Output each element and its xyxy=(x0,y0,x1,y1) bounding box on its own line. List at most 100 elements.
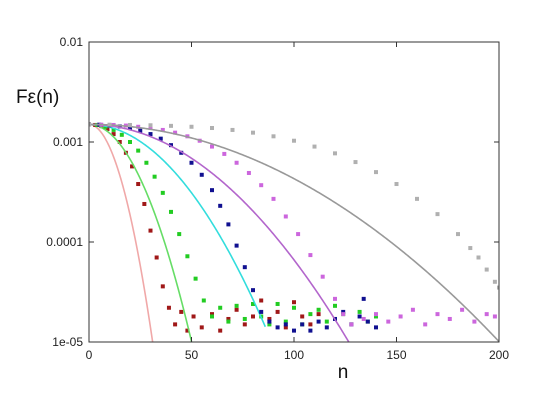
data-point xyxy=(246,170,251,175)
data-point xyxy=(251,301,255,306)
data-point xyxy=(361,296,366,301)
data-point xyxy=(185,254,190,259)
series-4-fit-line xyxy=(89,123,350,342)
data-point xyxy=(435,312,440,317)
x-tick-label: 0 xyxy=(86,348,93,362)
data-point xyxy=(435,212,440,217)
data-point xyxy=(492,279,497,284)
data-point xyxy=(324,319,329,324)
data-point xyxy=(148,132,153,137)
data-point xyxy=(189,160,194,165)
data-point xyxy=(193,276,198,281)
data-point xyxy=(222,151,227,156)
data-point xyxy=(179,309,184,314)
data-point xyxy=(410,307,415,312)
data-point xyxy=(142,201,147,206)
data-point xyxy=(316,312,321,317)
data-point xyxy=(386,319,391,324)
data-point xyxy=(484,267,489,272)
data-point xyxy=(226,319,231,324)
data-point xyxy=(169,209,173,214)
data-point xyxy=(226,316,231,321)
data-point xyxy=(148,126,153,131)
data-point xyxy=(199,172,204,177)
data-point xyxy=(189,124,194,129)
y-tick-label: 0.0001 xyxy=(46,235,83,249)
data-point xyxy=(218,305,223,310)
data-point xyxy=(468,246,473,251)
data-point xyxy=(398,314,403,319)
data-point xyxy=(218,328,223,333)
data-point xyxy=(226,222,231,227)
data-point xyxy=(191,314,196,319)
data-point xyxy=(271,196,276,201)
data-point xyxy=(259,298,264,303)
data-point xyxy=(267,322,272,327)
data-point xyxy=(374,325,378,330)
x-tick-label: 100 xyxy=(284,348,304,362)
data-point xyxy=(283,319,288,324)
data-point xyxy=(210,126,214,131)
data-point xyxy=(476,255,481,260)
data-point xyxy=(242,322,247,327)
data-point xyxy=(259,309,264,314)
series-1 xyxy=(89,122,321,342)
data-point xyxy=(210,188,214,193)
data-point xyxy=(472,319,477,324)
data-point xyxy=(173,322,178,327)
data-point xyxy=(283,322,288,327)
data-point xyxy=(394,182,399,187)
data-point xyxy=(300,322,305,327)
data-point xyxy=(130,164,135,169)
data-point xyxy=(234,243,239,248)
data-point xyxy=(497,285,499,290)
x-tick-label: 200 xyxy=(489,348,509,362)
data-point xyxy=(341,312,346,317)
data-point xyxy=(374,314,378,319)
plot-area xyxy=(89,42,499,342)
data-point xyxy=(169,143,173,148)
data-point xyxy=(271,134,276,139)
y-tick-label: 0.01 xyxy=(60,35,84,49)
data-point xyxy=(185,328,190,333)
data-point xyxy=(361,316,366,321)
data-point xyxy=(275,309,280,314)
data-point xyxy=(218,203,223,208)
data-point xyxy=(447,316,452,321)
data-point xyxy=(308,312,313,317)
data-point xyxy=(308,322,313,327)
data-point xyxy=(177,232,182,237)
data-point xyxy=(300,314,305,319)
data-point xyxy=(308,253,313,258)
data-point xyxy=(148,228,153,233)
data-point xyxy=(267,319,272,324)
data-point xyxy=(234,160,239,165)
data-point xyxy=(230,127,235,132)
data-point xyxy=(210,144,214,149)
data-point xyxy=(357,309,362,314)
data-point xyxy=(242,316,247,321)
data-point xyxy=(152,174,157,179)
data-point xyxy=(169,123,173,128)
data-point xyxy=(267,316,272,321)
data-point xyxy=(160,284,165,289)
data-point xyxy=(128,140,132,144)
data-point xyxy=(179,150,184,155)
series-1-fit-line xyxy=(89,123,154,342)
data-point xyxy=(308,328,313,333)
data-point xyxy=(259,183,264,188)
data-point xyxy=(292,305,296,310)
series-5 xyxy=(89,122,499,342)
data-point xyxy=(365,319,370,324)
data-point xyxy=(144,160,149,165)
data-point xyxy=(89,122,91,127)
data-point xyxy=(111,132,116,137)
data-point xyxy=(349,322,354,327)
data-point xyxy=(275,301,280,306)
data-point xyxy=(105,126,110,131)
data-point xyxy=(341,309,346,314)
data-point xyxy=(148,123,153,128)
y-tick-label: 0.001 xyxy=(53,135,83,149)
data-point xyxy=(353,160,358,165)
